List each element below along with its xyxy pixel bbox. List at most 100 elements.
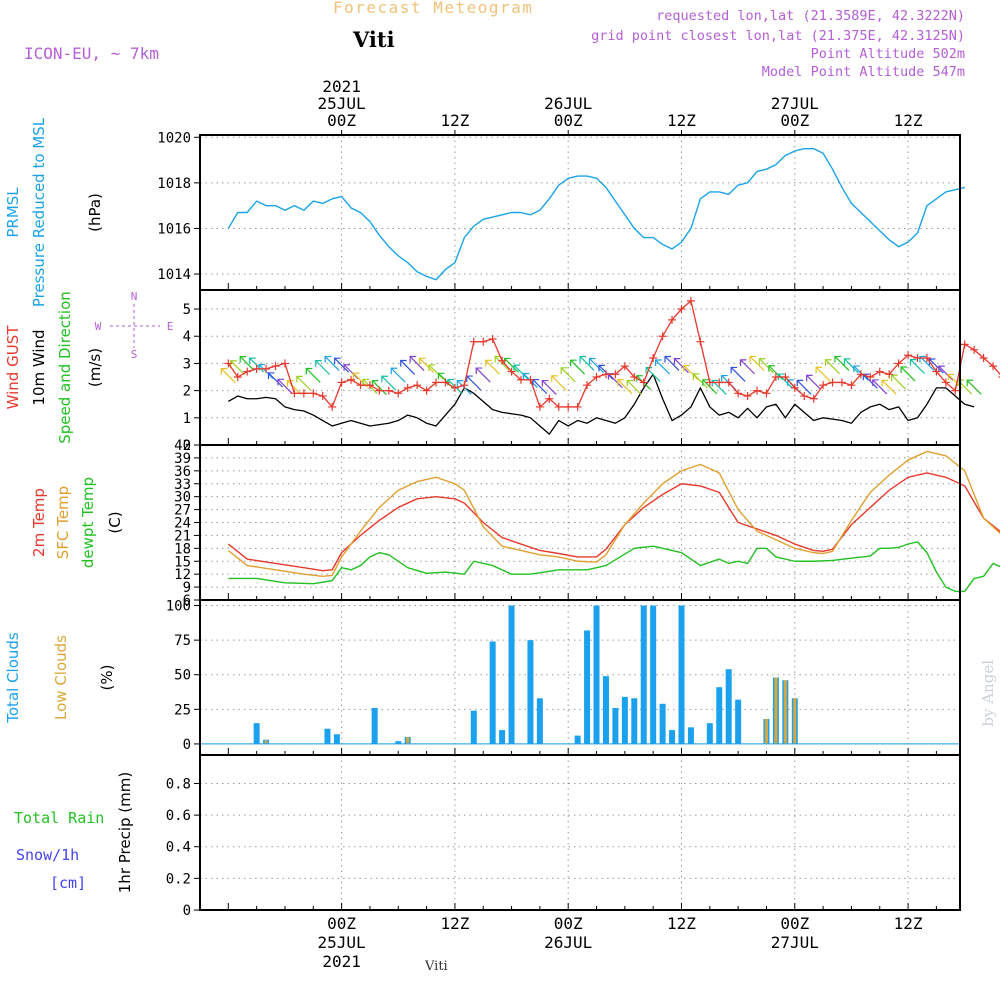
- wind-direction-arrow: [551, 375, 558, 382]
- low-cloud-bar: [783, 680, 787, 744]
- compass-west: W: [95, 320, 102, 333]
- compass-east: E: [167, 320, 174, 333]
- y-tick-label: 0.8: [166, 776, 191, 792]
- wind-gust-marker: [686, 296, 695, 305]
- y-axis-label: dewpt Temp: [79, 477, 97, 568]
- wind-direction-arrow: [645, 367, 653, 374]
- wind-direction-arrow: [655, 359, 662, 367]
- total-cloud-bar: [659, 703, 666, 744]
- station-name: Viti: [353, 27, 395, 52]
- y-tick-label: 39: [174, 451, 191, 467]
- y-tick-label: 1018: [157, 176, 191, 192]
- wind-direction-arrow: [740, 359, 756, 375]
- wind-gust-marker: [960, 340, 969, 349]
- wind-direction-arrow: [872, 379, 879, 386]
- wind-direction-arrow: [947, 373, 955, 381]
- wind-direction-arrow: [268, 372, 283, 388]
- wind-direction-arrow: [456, 379, 464, 387]
- wind-gust-marker: [262, 364, 271, 373]
- wind-direction-arrow: [343, 364, 351, 371]
- wind-direction-arrow: [560, 367, 568, 374]
- wind-gust-marker: [413, 381, 422, 390]
- wind-direction-arrow: [617, 379, 624, 386]
- wind-direction-arrow: [626, 379, 634, 387]
- wind-gust-marker: [828, 378, 837, 387]
- wind-direction-arrow: [296, 375, 303, 383]
- wind-direction-arrow: [503, 357, 511, 365]
- wind-direction-arrow: [664, 355, 672, 363]
- wind-direction-arrow: [324, 355, 332, 363]
- wind-direction-arrow: [881, 379, 889, 387]
- wind-direction-arrow: [381, 375, 397, 391]
- y-axis-label: 1hr Precip (mm): [116, 772, 134, 893]
- wind-gust-marker: [526, 375, 535, 384]
- wind-direction-arrow: [919, 356, 935, 371]
- wind-direction-arrow: [655, 359, 671, 375]
- y-axis-label: Low Clouds: [52, 635, 70, 720]
- wind-gust-marker: [299, 389, 308, 398]
- y-tick-label: 50: [174, 668, 191, 684]
- wind-direction-arrow: [409, 355, 417, 363]
- bottom-time-label: 12Z: [667, 914, 696, 933]
- wind-direction-arrow: [626, 380, 642, 395]
- wind-direction-arrow: [844, 358, 859, 374]
- panel-border: [199, 599, 961, 756]
- wind-direction-arrow: [437, 372, 445, 380]
- wind-gust-marker: [875, 367, 884, 376]
- wind-direction-arrow: [919, 355, 926, 363]
- wind-gust-marker: [715, 378, 724, 387]
- y-axis-label: Pressure Reduced to MSL: [30, 117, 48, 307]
- footer-station: Viti: [425, 959, 448, 974]
- wind-gust-marker: [885, 370, 894, 379]
- wind-direction-arrow: [400, 359, 407, 367]
- wind-gust-marker: [252, 364, 261, 373]
- wind-gust-marker: [932, 367, 941, 376]
- panel-border: [199, 134, 961, 291]
- temperature-line-2m: [227, 472, 1000, 572]
- wind-gust-marker: [668, 315, 677, 324]
- wind-direction-arrow: [617, 379, 633, 395]
- wind-gust-marker: [592, 373, 601, 382]
- y-axis-label: 2m Temp: [30, 488, 48, 557]
- wind-gust-marker: [781, 373, 790, 382]
- y-tick-label: 25: [174, 702, 191, 718]
- wind-direction-arrow: [513, 364, 520, 372]
- wind-speed-line: [227, 373, 975, 435]
- y-axis-label: 10m Wind: [30, 329, 48, 405]
- chart-title: Forecast Meteogram: [333, 0, 534, 17]
- top-time-label: 00Z: [780, 111, 809, 130]
- wind-direction-arrow: [390, 367, 406, 383]
- y-tick-label: 75: [174, 633, 191, 649]
- wind-gust-marker: [583, 381, 592, 390]
- wind-direction-arrow: [702, 379, 718, 395]
- y-tick-label: 3: [183, 356, 191, 372]
- wind-direction-arrow: [343, 364, 359, 380]
- wind-gust-marker: [554, 402, 563, 411]
- y-tick-label: 1016: [157, 221, 191, 237]
- total-cloud-bar: [735, 699, 742, 744]
- wind-direction-arrow: [315, 360, 331, 376]
- wind-direction-arrow: [598, 364, 605, 372]
- wind-direction-arrow: [749, 356, 765, 371]
- wind-gust-marker: [309, 389, 318, 398]
- wind-gust-marker: [479, 337, 488, 346]
- wind-direction-arrow: [220, 368, 228, 375]
- bottom-time-label: 00Z: [780, 914, 809, 933]
- wind-gust-marker: [677, 305, 686, 314]
- wind-direction-arrow: [589, 358, 604, 373]
- wind-direction-arrow: [683, 364, 690, 372]
- y-tick-label: 12: [174, 567, 191, 583]
- wind-direction-arrow: [796, 379, 804, 387]
- y-axis-label: Total Clouds: [4, 632, 22, 724]
- wind-direction-arrow: [730, 367, 746, 382]
- wind-gust-marker: [347, 375, 356, 384]
- total-cloud-bar: [371, 707, 378, 744]
- wind-direction-arrow: [702, 379, 709, 386]
- wind-gust-marker: [233, 373, 242, 382]
- wind-direction-arrow: [815, 366, 831, 382]
- wind-gust-marker: [394, 389, 403, 398]
- low-cloud-bar: [264, 740, 268, 744]
- top-time-label: 00Z: [554, 111, 583, 130]
- wind-gust-marker: [630, 373, 639, 382]
- wind-direction-arrow: [796, 379, 812, 395]
